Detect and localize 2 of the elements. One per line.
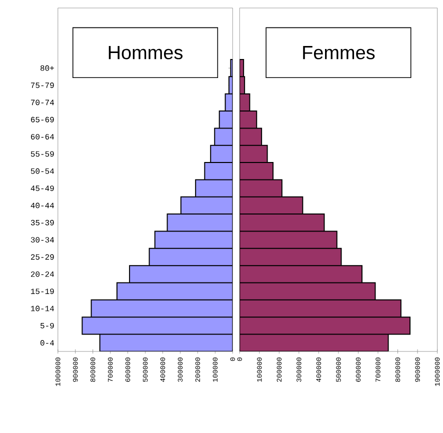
chart-title: Femmes [303, 46, 375, 60]
chart-title: Hommes [108, 46, 183, 60]
